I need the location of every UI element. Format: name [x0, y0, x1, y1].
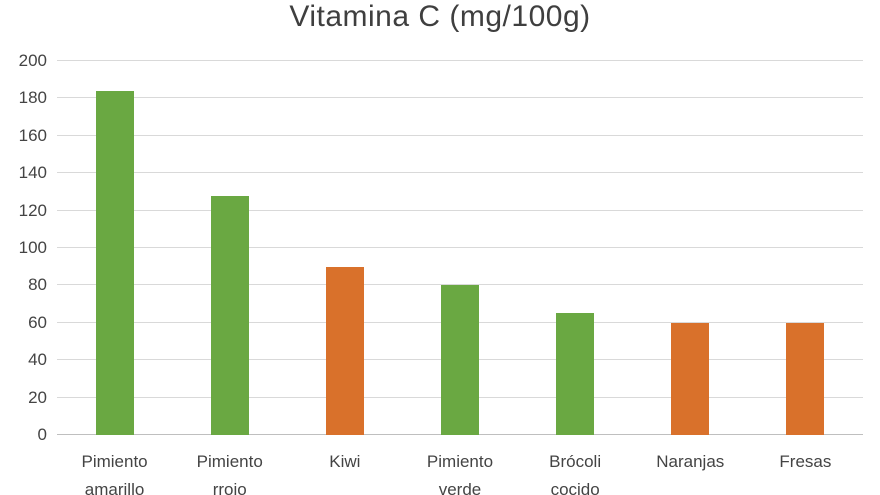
gridline-160: [57, 134, 863, 136]
gridline-120: [57, 209, 863, 211]
y-tick-label-160: 160: [18, 125, 47, 145]
y-tick-label-60: 60: [28, 312, 47, 332]
x-category-label-line: rrojo: [212, 480, 247, 495]
y-tick-label-140: 140: [18, 163, 47, 183]
plot-area: [57, 60, 863, 435]
x-category-label-line: Brócoli: [549, 452, 602, 471]
y-tick-label-20: 20: [28, 387, 47, 407]
y-tick-label-100: 100: [18, 238, 47, 257]
x-category-label-line: Pimiento: [81, 452, 148, 471]
y-axis: 0 20 40 60 80 100 120 140 160 180 200: [0, 0, 47, 495]
bar-pimiento-rrojo: [210, 195, 249, 435]
x-category-label-line: Fresas: [779, 452, 832, 471]
y-tick-label-200: 200: [18, 51, 47, 70]
bar-fresas: [786, 322, 825, 435]
x-category-label-line: Kiwi: [329, 452, 361, 471]
chart-title: Vitamina C (mg/100g): [289, 0, 591, 33]
y-tick-label-80: 80: [28, 275, 47, 295]
bar-naranjas: [671, 322, 710, 435]
x-category-label-brocoli-cocido: Brócoli cocido: [518, 448, 633, 495]
x-category-label-pimiento-verde: Pimiento verde: [402, 448, 517, 495]
gridline-180: [57, 97, 863, 99]
y-tick-label-0: 0: [37, 425, 47, 444]
x-category-label-line: verde: [438, 480, 482, 495]
x-category-label-pimiento-amarillo: Pimiento amarillo: [57, 448, 172, 495]
x-category-label-line: Pimiento: [426, 452, 494, 471]
bar-pimiento-verde: [441, 285, 479, 435]
y-tick-label-180: 180: [18, 88, 47, 108]
x-category-label-line: cocido: [550, 480, 600, 495]
x-category-label-line: amarillo: [84, 480, 145, 495]
gridline-100: [57, 247, 863, 248]
y-tick-label-120: 120: [18, 200, 47, 220]
x-category-label-naranjas: Naranjas: [633, 448, 748, 476]
gridline-140: [57, 172, 863, 174]
y-tick-label-40: 40: [28, 350, 47, 370]
x-category-label-fresas: Fresas: [748, 448, 863, 476]
x-axis: Pimiento amarillo Pimiento rrojo Kiwi Pimient…: [57, 448, 863, 495]
bar-pimiento-amarillo: [95, 90, 134, 435]
x-category-label-line: Naranjas: [656, 452, 725, 471]
gridline-200: [57, 60, 863, 61]
bar-kiwi: [325, 266, 364, 435]
x-category-label-line: Pimiento: [196, 452, 263, 471]
x-category-label-kiwi: Kiwi: [287, 448, 402, 476]
gridline-80: [57, 284, 863, 286]
bar-brocoli-cocido: [556, 313, 595, 435]
x-category-label-pimiento-rrojo: Pimiento rrojo: [172, 448, 287, 495]
